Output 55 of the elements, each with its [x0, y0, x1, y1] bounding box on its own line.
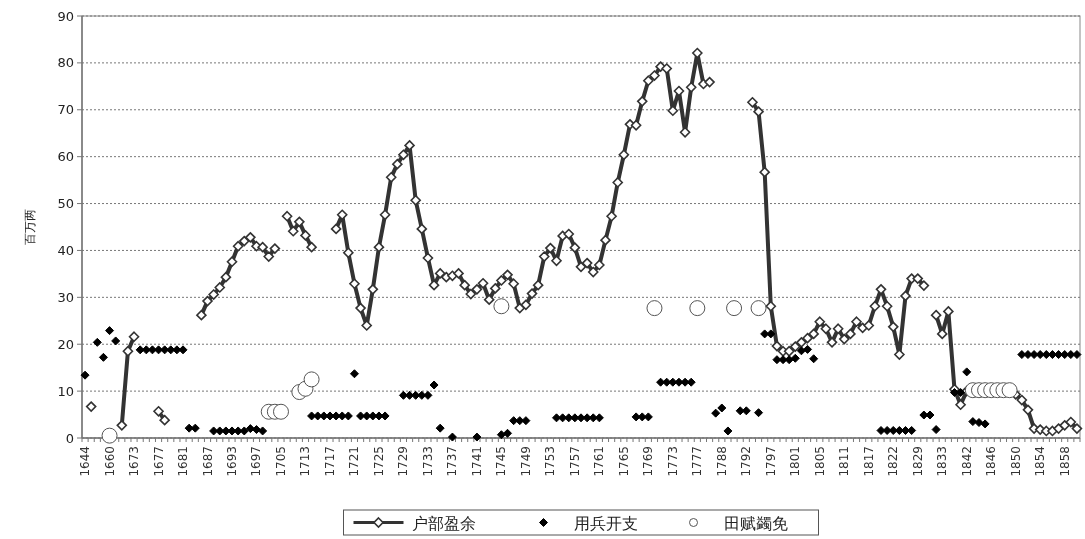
x-tick-label: 1777	[690, 446, 705, 477]
x-tick-label: 1817	[861, 446, 876, 477]
x-tick-label: 1811	[837, 446, 852, 477]
y-tick-label: 20	[57, 336, 74, 352]
y-tick-label: 70	[57, 102, 74, 118]
x-tick-label: 1822	[886, 446, 901, 477]
y-tick-label: 80	[57, 55, 74, 71]
x-tick-label: 1737	[445, 446, 460, 477]
x-tick-label: 1829	[910, 446, 925, 477]
legend-label: 用兵开支	[573, 513, 638, 533]
y-axis-title: 百万两	[23, 209, 37, 245]
x-tick-label: 1713	[298, 446, 313, 477]
x-tick-label: 1673	[127, 446, 142, 477]
x-tick-label: 1697	[249, 446, 264, 477]
x-tick-label: 1687	[200, 446, 215, 477]
x-tick-label: 1773	[665, 446, 680, 477]
y-tick-label: 30	[57, 289, 74, 305]
x-tick-label: 1850	[1008, 446, 1023, 477]
x-tick-label: 1745	[494, 446, 509, 477]
x-tick-label: 1741	[469, 446, 484, 477]
x-tick-label: 1769	[641, 446, 656, 477]
y-tick-label: 50	[57, 196, 74, 212]
x-tick-label: 1660	[102, 446, 117, 477]
legend-label: 户部盈余	[411, 513, 476, 533]
x-tick-label: 1729	[396, 446, 411, 477]
x-tick-label: 1842	[959, 446, 974, 477]
x-tick-label: 1765	[616, 446, 631, 477]
x-tick-label: 1846	[984, 446, 999, 477]
x-tick-label: 1721	[347, 446, 362, 477]
x-tick-label: 1788	[714, 446, 729, 477]
x-tick-label: 1733	[420, 446, 435, 477]
x-tick-label: 1854	[1033, 446, 1048, 477]
y-tick-label: 0	[65, 430, 74, 446]
x-tick-label: 1725	[371, 446, 386, 477]
x-tick-label: 1792	[739, 446, 754, 477]
y-tick-label: 90	[57, 8, 74, 24]
x-tick-label: 1749	[518, 446, 533, 477]
y-tick-label: 10	[57, 383, 74, 399]
legend-label: 田赋蠲免	[723, 513, 788, 533]
x-tick-label: 1757	[567, 446, 582, 477]
x-tick-label: 1833	[935, 446, 950, 477]
x-tick-label: 1681	[176, 446, 191, 477]
x-tick-label: 1858	[1057, 446, 1072, 477]
x-tick-label: 1761	[592, 446, 607, 477]
x-tick-label: 1805	[812, 446, 827, 477]
x-tick-label: 1677	[151, 446, 166, 477]
x-tick-label: 1717	[322, 446, 337, 477]
x-tick-label: 1644	[78, 446, 93, 477]
x-tick-label: 1797	[763, 446, 778, 477]
x-tick-label: 1801	[788, 446, 803, 477]
x-tick-label: 1753	[543, 446, 558, 477]
y-tick-label: 40	[57, 242, 74, 258]
x-tick-label: 1705	[273, 446, 288, 477]
y-tick-label: 60	[57, 149, 74, 165]
x-tick-label: 1693	[225, 446, 240, 477]
